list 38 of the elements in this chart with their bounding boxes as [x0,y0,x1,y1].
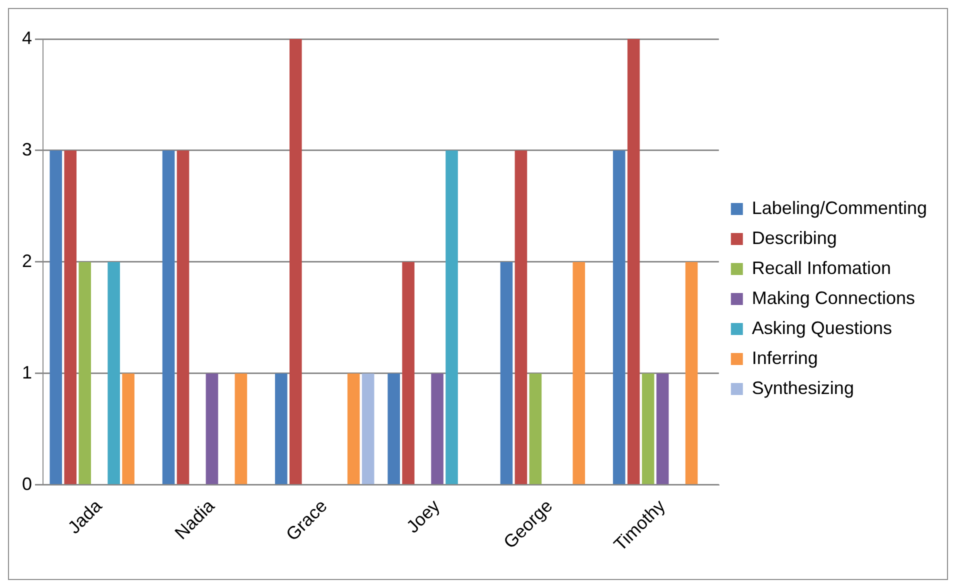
legend-label: Recall Infomation [752,258,891,278]
bar [78,262,92,484]
bar [529,373,542,484]
bar [234,373,248,484]
bar [64,150,77,484]
legend-label: Synthesizing [752,378,854,398]
y-tick-label: 4 [22,28,32,48]
bar [347,373,360,484]
bar [446,150,458,484]
bar [206,373,218,484]
bar [685,262,698,484]
bar [162,150,175,484]
bar [176,150,190,484]
bar [500,262,513,484]
legend-label: Asking Questions [752,318,892,338]
bar [108,262,120,484]
bar [431,373,444,484]
y-tick-label: 3 [22,139,32,160]
bar [656,373,669,484]
bar [642,373,654,484]
legend-label: Labeling/Commenting [752,198,928,218]
bar [612,150,626,484]
bar [122,373,134,484]
bar [388,373,400,484]
y-tick-label: 2 [22,250,32,271]
legend-label: Inferring [752,348,818,368]
bar [627,39,640,484]
bar [50,150,62,484]
bar [290,39,302,484]
legend-label: Describing [752,228,837,248]
bar [275,373,288,484]
y-tick-label: 1 [22,362,32,382]
bar [514,150,528,484]
y-tick-label: 0 [22,474,32,494]
bar [402,262,414,484]
bar [362,373,374,484]
legend-label: Making Connections [752,288,915,308]
bar [572,262,586,484]
